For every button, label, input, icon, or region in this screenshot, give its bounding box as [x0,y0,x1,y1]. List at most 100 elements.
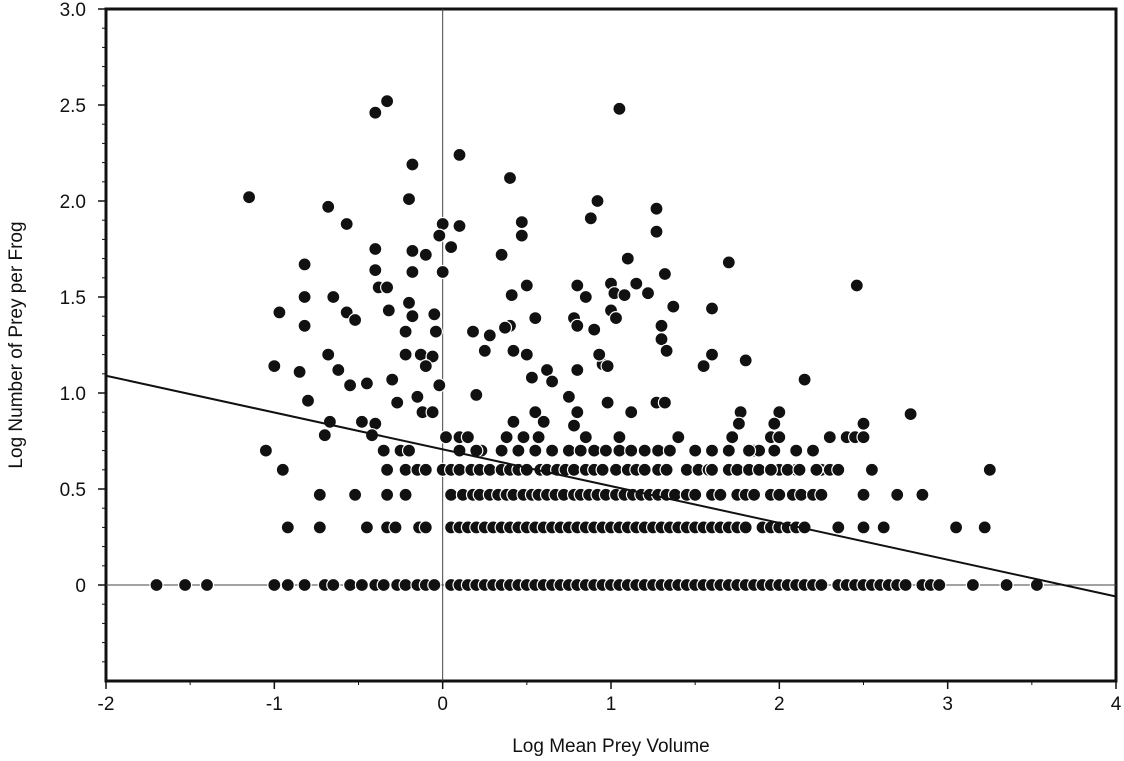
data-point [292,364,307,379]
data-point [401,295,417,310]
data-point [497,320,513,335]
data-point [600,359,615,374]
data-point [444,487,459,502]
data-point [380,94,395,109]
data-point [359,520,374,535]
data-point [856,487,871,502]
data-point [452,443,467,458]
data-point [494,247,509,262]
data-point [242,190,257,205]
data-point [544,443,560,458]
data-point [516,430,531,445]
data-point [506,343,521,358]
regression-line-group [105,374,1117,598]
data-point [637,462,652,477]
data-point [398,487,413,502]
data-point [418,462,433,477]
data-point [932,577,947,593]
data-point [398,347,413,362]
data-point [767,443,782,458]
data-point [856,416,871,431]
data-point [612,101,627,116]
data-point [482,328,497,343]
data-point [570,318,585,333]
data-point [348,312,363,328]
data-point [789,443,804,458]
data-point [398,324,413,339]
data-point [317,428,332,443]
data-point [659,343,674,358]
data-point [831,462,846,477]
y-tick-label: 0.5 [60,480,86,501]
data-point [746,487,762,502]
data-point [511,443,526,458]
data-point [514,215,529,230]
data-point [662,443,678,458]
data-point [444,240,459,255]
data-point [704,462,720,477]
data-point [903,407,918,422]
data-point [772,487,787,502]
data-point [469,387,484,402]
data-point [381,303,396,318]
data-point [876,520,891,535]
data-point [650,443,666,458]
axis-ticks: -2 -1 0 1 2 3 4 0 0.5 1.0 1.5 2.0 2.5 3.0 [60,0,1122,715]
data-point [514,228,529,243]
data-point [696,359,711,374]
data-point [659,462,674,477]
data-point [331,362,346,378]
x-tick-label: 3 [942,694,953,715]
data-point [398,462,413,477]
data-point [688,443,703,458]
data-point [499,430,514,445]
data-point [624,443,639,458]
data-point [267,359,282,374]
data-point [640,286,656,301]
data-point [528,405,543,420]
data-point [405,157,420,172]
data-point [425,405,440,420]
data-point [738,353,753,368]
x-tick-label: 2 [774,694,785,715]
data-point [721,443,736,458]
data-point [528,311,543,326]
data-point [297,257,312,272]
data-point [376,443,391,458]
data-point [595,462,610,477]
data-point [435,216,450,232]
data-point [368,263,383,278]
data-point [583,211,598,226]
data-point [354,414,369,429]
y-tick-label: 1.5 [60,288,86,309]
data-point [326,577,341,593]
data-point [401,192,417,207]
data-point [587,322,602,337]
y-tick-label: 1.0 [60,384,86,405]
x-tick-label: -2 [98,694,115,715]
data-point [432,228,447,243]
data-point [731,416,747,431]
data-point [608,311,624,326]
data-point [348,487,363,502]
data-point [809,462,824,477]
data-point [725,430,740,445]
data-point [822,430,837,445]
data-point [452,147,467,162]
data-point [405,309,420,324]
data-point [704,301,720,316]
data-point [343,378,358,393]
data-point [763,462,779,477]
data-point [792,462,807,477]
data-point [519,462,534,477]
data-point [688,487,703,502]
data-point [649,201,664,216]
data-point [524,370,540,385]
data-point [354,577,369,593]
data-point [624,405,639,420]
x-tick-label: 4 [1111,694,1122,715]
data-point [312,520,327,535]
y-tick-label: 3.0 [60,0,86,21]
data-point [321,347,336,362]
